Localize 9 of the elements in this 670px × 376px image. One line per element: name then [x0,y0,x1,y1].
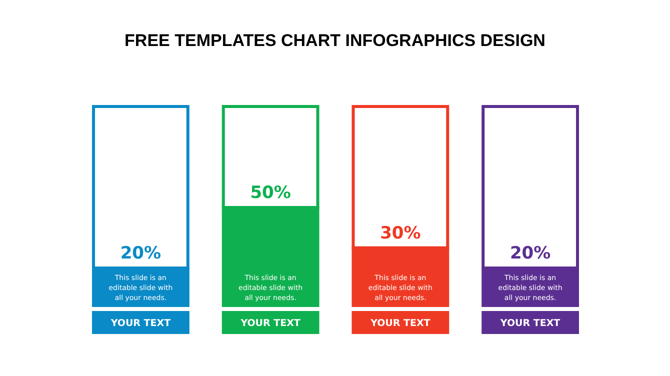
x-tick-label: YOUR TEXT [110,318,172,329]
data-label: 30% [380,223,421,244]
data-label: 50% [250,183,291,203]
chart-title: FREE TEMPLATES CHART INFOGRAPHICS DESIGN [124,31,546,50]
data-label: 20% [510,244,551,264]
x-tick-label: YOUR TEXT [499,318,561,329]
data-label: 20% [120,244,162,264]
x-tick-label: YOUR TEXT [240,318,301,329]
x-tick-label: YOUR TEXT [370,318,431,329]
